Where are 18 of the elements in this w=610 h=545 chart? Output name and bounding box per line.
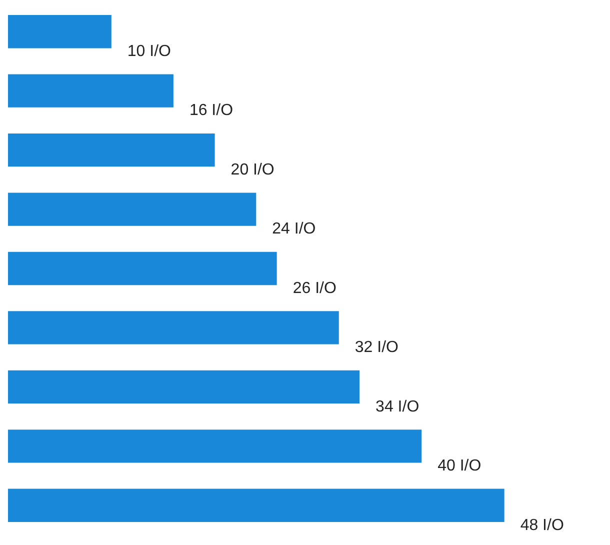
data-label: 16 I/O xyxy=(189,102,234,120)
bar xyxy=(8,192,256,226)
data-label: 26 I/O xyxy=(292,280,336,297)
bar xyxy=(8,252,277,286)
data-label: 20 I/O xyxy=(230,161,274,178)
data-label: 40 I/O xyxy=(438,458,482,475)
data-label: 34 I/O xyxy=(376,398,420,416)
bar xyxy=(8,311,339,344)
bar xyxy=(8,430,422,463)
bar xyxy=(8,370,360,404)
bar xyxy=(8,74,174,108)
data-label: 10 I/O xyxy=(127,43,171,60)
data-label: 32 I/O xyxy=(354,339,398,356)
bar xyxy=(8,133,215,167)
data-label: 24 I/O xyxy=(272,220,316,238)
bar xyxy=(8,15,112,48)
data-label: 48 I/O xyxy=(520,516,564,534)
bar xyxy=(8,488,504,522)
